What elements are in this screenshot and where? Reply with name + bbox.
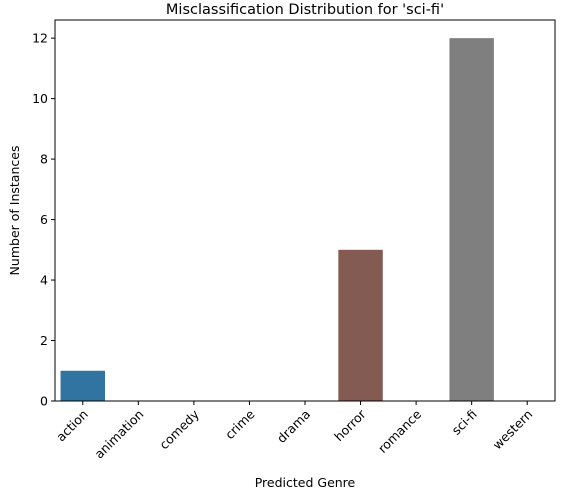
bar-sci-fi [449,38,494,402]
y-tick-label-12: 12 [32,31,48,46]
chart-title: Misclassification Distribution for 'sci-… [166,2,444,18]
bar-horror [338,249,383,401]
y-tick-label-2: 2 [40,333,48,348]
bars-group [60,38,494,402]
y-tick-label-10: 10 [32,91,48,106]
y-axis-label: Number of Instances [7,146,22,276]
y-tick-label-8: 8 [40,152,48,167]
x-axis-label: Predicted Genre [255,475,356,490]
y-tick-label-0: 0 [40,394,48,409]
y-tick-label-6: 6 [40,212,48,227]
plot-frame [54,19,556,402]
y-tick-label-4: 4 [40,273,48,288]
bar-action [60,370,105,401]
